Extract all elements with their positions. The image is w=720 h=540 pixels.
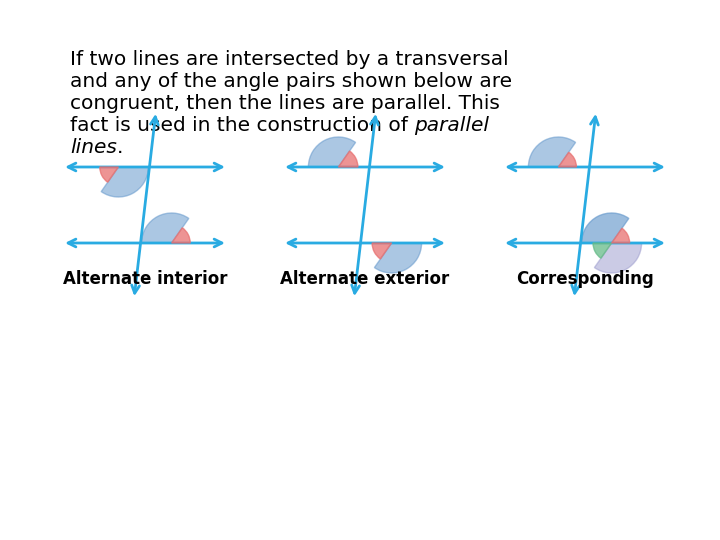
- Wedge shape: [582, 213, 629, 243]
- Wedge shape: [338, 151, 358, 167]
- Text: lines: lines: [70, 138, 117, 157]
- Text: Corresponding: Corresponding: [516, 270, 654, 288]
- Text: and any of the angle pairs shown below are: and any of the angle pairs shown below a…: [70, 72, 512, 91]
- Text: Alternate exterior: Alternate exterior: [280, 270, 449, 288]
- Wedge shape: [593, 243, 611, 258]
- Wedge shape: [100, 167, 118, 182]
- Wedge shape: [528, 137, 575, 167]
- Wedge shape: [372, 243, 392, 259]
- Wedge shape: [595, 243, 642, 273]
- Text: If two lines are intersected by a transversal: If two lines are intersected by a transv…: [70, 50, 508, 69]
- Wedge shape: [102, 167, 148, 197]
- Wedge shape: [559, 152, 577, 167]
- Wedge shape: [611, 228, 629, 243]
- Text: fact is used in the construction of: fact is used in the construction of: [70, 116, 414, 135]
- Wedge shape: [171, 228, 190, 243]
- Wedge shape: [308, 137, 356, 167]
- Text: congruent, then the lines are parallel. This: congruent, then the lines are parallel. …: [70, 94, 500, 113]
- Text: .: .: [117, 138, 123, 157]
- Wedge shape: [374, 243, 422, 273]
- Text: Alternate interior: Alternate interior: [63, 270, 228, 288]
- Text: parallel: parallel: [414, 116, 490, 135]
- Wedge shape: [142, 213, 189, 243]
